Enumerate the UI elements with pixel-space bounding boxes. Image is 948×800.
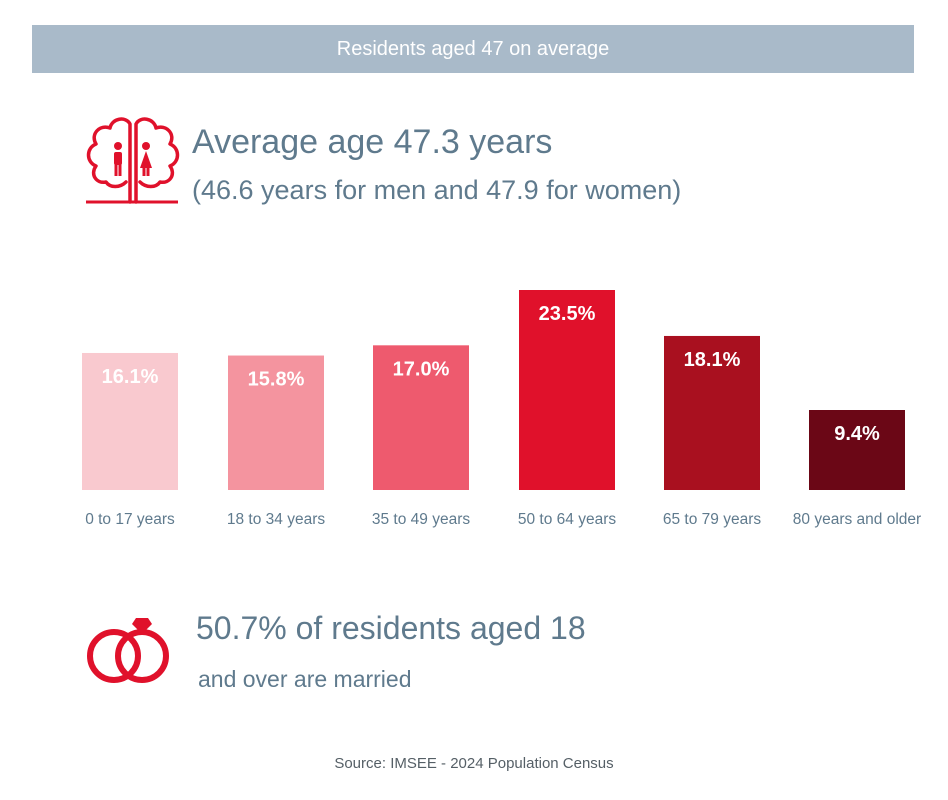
married-headline: 50.7% of residents aged 18 (196, 610, 586, 646)
bar-4 (519, 290, 615, 490)
bar-value-label: 23.5% (539, 303, 596, 325)
category-label: 65 to 79 years (663, 511, 761, 528)
bar-5 (664, 335, 760, 490)
married-subline: and over are married (198, 666, 412, 692)
family-tree-icon (86, 117, 180, 204)
average-age-headline: Average age 47.3 years (192, 123, 553, 161)
bar-value-label: 16.1% (102, 366, 159, 388)
wedding-rings-icon (87, 618, 169, 683)
category-label: 18 to 34 years (227, 511, 325, 528)
bar-value-label: 17.0% (393, 358, 450, 380)
banner: Residents aged 47 on average (32, 25, 914, 73)
category-label: 0 to 17 years (85, 511, 175, 528)
average-age-by-gender: (46.6 years for men and 47.9 for women) (192, 175, 682, 205)
bar-2 (228, 355, 324, 490)
category-label: 35 to 49 years (372, 511, 470, 528)
bar-value-label: 9.4% (834, 423, 880, 445)
bar-6 (809, 410, 905, 490)
banner-title: Residents aged 47 on average (336, 37, 610, 60)
bar-3 (373, 345, 469, 490)
bar-value-label: 15.8% (248, 369, 305, 391)
category-label: 80 years and older (793, 511, 921, 528)
bar-value-label: 18.1% (684, 349, 741, 371)
bar-1 (82, 352, 178, 490)
age-distribution-chart: 16.1% 0 to 17 years 15.8% 18 to 34 years 17.… (82, 290, 921, 528)
category-label: 50 to 64 years (518, 511, 616, 528)
source-note: Source: IMSEE - 2024 Population Census (334, 755, 614, 772)
